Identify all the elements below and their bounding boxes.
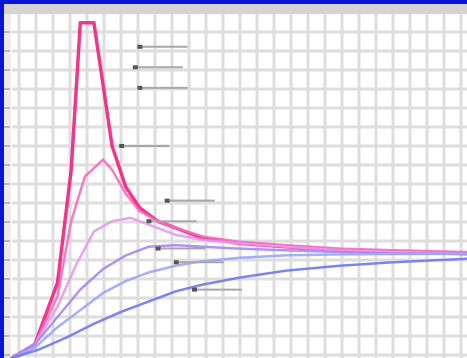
series-line-3 xyxy=(10,216,467,358)
annotation-marker xyxy=(155,246,161,251)
annotation-marker xyxy=(173,260,179,265)
series-line-6 xyxy=(10,257,467,358)
y-axis-strip xyxy=(4,14,11,358)
series-line-5 xyxy=(10,252,467,358)
top-band xyxy=(4,4,467,14)
annotation-marker xyxy=(164,198,170,203)
annotation-marker xyxy=(132,65,138,70)
annotations xyxy=(119,44,242,292)
series-lines xyxy=(10,21,467,358)
annotation-marker xyxy=(137,44,143,49)
series-line-2 xyxy=(10,158,467,358)
series-line-4 xyxy=(10,243,467,358)
annotation-marker xyxy=(146,219,152,224)
line-chart xyxy=(4,4,467,358)
annotation-marker xyxy=(192,287,197,292)
annotation-marker xyxy=(119,143,125,148)
grid-lines xyxy=(4,4,467,358)
annotation-marker xyxy=(137,85,143,90)
